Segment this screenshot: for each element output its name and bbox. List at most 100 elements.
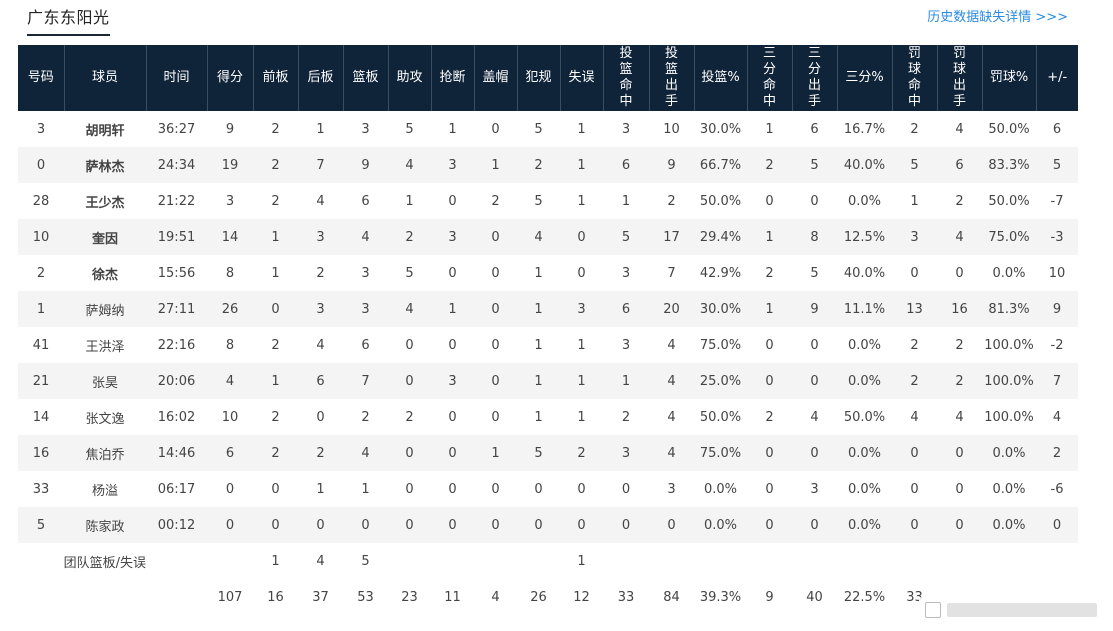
- stat-cell: 81.3%: [982, 291, 1036, 327]
- stat-cell: 9: [792, 291, 837, 327]
- player-row[interactable]: 41 王洪泽 22:16 8 2 4 6 0 0 0 1 1 3 4 75.0% 0 0 0.0% 2 2 100.0%…: [18, 327, 1078, 363]
- stat-cell: 3: [431, 363, 474, 399]
- stat-cell: 0: [1036, 507, 1078, 543]
- stat-cell: 3: [431, 147, 474, 183]
- stat-cell: 1: [621, 193, 631, 209]
- stat-cell: 4: [316, 337, 325, 353]
- player-row[interactable]: 28 王少杰 21:22 3 2 4 6 1 0 2 5 1 1 2 50.0% 0 0 0.0% 1 2 50.0% -…: [18, 183, 1078, 219]
- stat-cell: [892, 543, 937, 579]
- stat-cell: 3: [603, 435, 649, 471]
- header-cell: 抢断: [431, 45, 475, 111]
- stat-cell: 33: [603, 579, 649, 615]
- stat-cell: 2: [621, 409, 631, 425]
- stat-cell: 8: [225, 337, 235, 353]
- stat-cell: 0: [910, 265, 919, 281]
- stat-cell: 16: [253, 579, 298, 615]
- stat-cell: 5: [792, 147, 837, 183]
- stat-cell: [517, 543, 560, 579]
- player-number: 14: [32, 409, 50, 425]
- stat-cell: 6: [1052, 121, 1062, 137]
- header-cell: 三分命中: [747, 45, 793, 111]
- team-row-label: 团队篮板/失误: [63, 555, 146, 571]
- stat-cell: 2: [937, 363, 982, 399]
- stat-cell: 50.0%: [699, 193, 742, 209]
- stat-cell: 9: [343, 147, 388, 183]
- player-row[interactable]: 3 胡明轩 36:27 9 2 1 3 5 1 0 5 1 3 10 30.0% 1 6 16.7% 2 4 50.0%…: [18, 111, 1078, 147]
- player-name: 张昊: [64, 363, 146, 399]
- stat-cell: 1: [361, 481, 370, 497]
- player-row[interactable]: 16 焦泊乔 14:46 6 2 2 4 0 0 1 5 2 3 4 75.0% 0 0 0.0% 0 0 0.0% 2: [18, 435, 1078, 471]
- player-row[interactable]: 21 张昊 20:06 4 1 6 7 0 3 0 1 1 1 4 25.0% 0 0 0.0% 2 2 100.0% 7: [18, 363, 1078, 399]
- stat-cell: 0.0%: [992, 265, 1026, 281]
- stat-cell: 0: [448, 265, 457, 281]
- player-row[interactable]: 14 张文逸 16:02 10 2 0 2 2 0 0 1 1 2 4 50.0% 2 4 50.0% 4 4 100.…: [18, 399, 1078, 435]
- header-stacked-text: 三分出手: [807, 46, 821, 109]
- player-number: 10: [18, 219, 64, 255]
- stat-cell: [474, 543, 517, 579]
- player-number: 5: [18, 507, 64, 543]
- stat-cell: 0.0%: [837, 507, 892, 543]
- stat-cell: 4: [937, 219, 982, 255]
- stat-cell: 7: [1036, 363, 1078, 399]
- player-row[interactable]: 33 杨溢 06:17 0 0 1 1 0 0 0 0 0 0 3 0.0% 0 3 0.0% 0 0 0.0% -6: [18, 471, 1078, 507]
- stat-cell: 1: [474, 435, 517, 471]
- stat-cell: 9: [1036, 291, 1078, 327]
- player-name: 王少杰: [85, 195, 125, 211]
- header-cell: 球员: [64, 45, 147, 111]
- header-cell: 罚球命中: [892, 45, 938, 111]
- player-row[interactable]: 10 奎因 19:51 14 1 3 4 2 3 0 4 0 5 17 29.4% 1 8 12.5% 3 4 75.0…: [18, 219, 1078, 255]
- stat-cell: 0: [207, 507, 253, 543]
- stat-cell: 3: [621, 265, 631, 281]
- header-cell: 助攻: [388, 45, 432, 111]
- stat-cell: 21:22: [157, 193, 196, 209]
- stat-cell: 0: [474, 507, 517, 543]
- player-name: 陈家政: [64, 507, 146, 543]
- stat-cell: 20: [649, 291, 694, 327]
- team-tab[interactable]: 广东东阳光: [27, 4, 110, 36]
- stat-cell: 26: [517, 579, 560, 615]
- stat-cell: 5: [517, 435, 560, 471]
- stat-cell: 1: [577, 337, 586, 353]
- stat-cell: 3: [361, 265, 370, 281]
- stat-cell: 0: [491, 265, 500, 281]
- stat-cell: 1: [765, 121, 774, 137]
- stat-cell: 2: [765, 265, 774, 281]
- stat-cell: 1: [560, 147, 603, 183]
- stat-cell: 1: [577, 193, 586, 209]
- stat-cell: 0: [474, 363, 517, 399]
- stat-cell: 0: [792, 435, 837, 471]
- stat-cell: 3: [667, 481, 676, 497]
- stat-cell: 0.0%: [847, 481, 882, 497]
- stat-cell: 7: [667, 265, 676, 281]
- stat-cell: 100.0%: [984, 409, 1034, 425]
- history-detail-link[interactable]: 历史数据缺失详情 >>>: [927, 10, 1068, 25]
- stat-cell: 4: [207, 363, 253, 399]
- player-row[interactable]: 1 萨姆纳 27:11 26 0 3 3 4 1 0 1 3 6 20 30.0% 1 9 11.1% 13 16 81…: [18, 291, 1078, 327]
- player-row[interactable]: 5 陈家政 00:12 0 0 0 0 0 0 0 0 0 0 0 0.0% 0 0 0.0% 0 0 0.0% 0: [18, 507, 1078, 543]
- player-row[interactable]: 2 徐杰 15:56 8 1 2 3 5 0 0 1 0 3 7 42.9% 2 5 40.0% 0 0 0.0% 10: [18, 255, 1078, 291]
- header-cell: 犯规: [517, 45, 561, 111]
- stat-cell: 0: [937, 507, 982, 543]
- stat-cell: 5: [534, 121, 543, 137]
- player-name: 焦泊乔: [64, 435, 146, 471]
- stat-cell: 2: [955, 337, 964, 353]
- player-number: 21: [18, 363, 64, 399]
- player-number: 16: [18, 435, 64, 471]
- player-row[interactable]: 0 萨林杰 24:34 19 2 7 9 4 3 1 2 1 6 9 66.7% 2 5 40.0% 5 6 83.3%…: [18, 147, 1078, 183]
- player-name: 杨溢: [91, 483, 118, 499]
- header-cell: 盖帽: [474, 45, 518, 111]
- stat-cell: 3: [298, 291, 343, 327]
- stat-cell: 1: [448, 121, 457, 137]
- stat-cell: 0.0%: [837, 363, 892, 399]
- stat-cell: 3: [892, 219, 937, 255]
- stat-cell: 42.9%: [699, 265, 742, 281]
- stat-cell: 0: [431, 435, 474, 471]
- stat-cell: 0: [810, 193, 819, 209]
- stat-cell: 2: [765, 409, 774, 425]
- player-number: 2: [36, 265, 46, 281]
- stat-cell: [649, 543, 694, 579]
- stat-cell: 2: [388, 219, 431, 255]
- stat-cell: 1: [747, 219, 792, 255]
- header-stacked-text: 投篮命中: [619, 46, 633, 109]
- stat-cell: 0: [577, 481, 586, 497]
